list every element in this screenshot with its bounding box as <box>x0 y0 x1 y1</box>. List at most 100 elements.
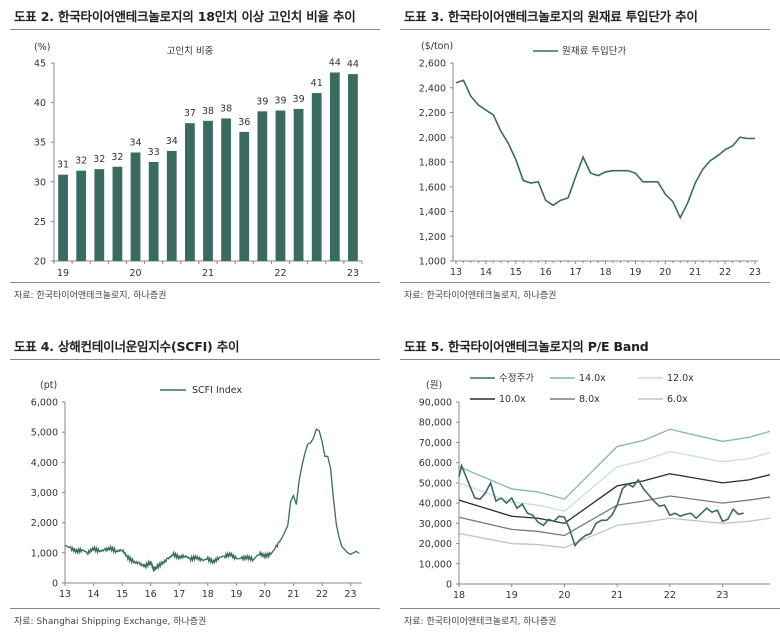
source-note: 자료: 한국타이어앤테크놀로지, 하나증권 <box>14 291 167 301</box>
x-tick-label: 20 <box>659 267 671 278</box>
line-chart: (pt) 0 1,000 2,000 3,000 4,000 5,000 6,000 13 14 1… <box>31 380 362 600</box>
legend-label: SCFI Index <box>192 385 242 396</box>
legend-label: 수정주가 <box>499 373 534 384</box>
y-tick-label: 50,000 <box>419 478 452 489</box>
x-tick-label: 22 <box>664 590 676 601</box>
series-line-adjusted-price <box>458 463 744 548</box>
data-label: 44 <box>329 58 341 69</box>
x-tick-label: 15 <box>510 267 522 278</box>
y-tick-label: 6,000 <box>31 398 58 409</box>
y-tick-label: 40 <box>34 98 46 109</box>
source-divider <box>10 282 380 283</box>
legend-label: 고인치 비중 <box>167 45 214 57</box>
y-tick-label: 1,000 <box>419 257 446 268</box>
panel-pe-band: 도표 5. 한국타이어앤테크놀로지의 P/E Band (원) 0 10,000 20… <box>400 330 780 632</box>
title-divider <box>400 29 770 30</box>
y-tick-label: 70,000 <box>419 438 452 449</box>
bar <box>203 120 213 261</box>
data-label: 32 <box>111 152 123 163</box>
x-tick-label: 20 <box>259 589 271 600</box>
bar <box>221 118 232 261</box>
x-tick-label: 20 <box>558 590 570 601</box>
bar <box>112 166 123 261</box>
x-tick-label: 19 <box>57 268 69 279</box>
x-tick-label: 18 <box>599 267 611 278</box>
data-label: 36 <box>238 117 250 128</box>
legend-label: 10.0x <box>499 394 526 405</box>
data-label: 34 <box>129 137 141 148</box>
data-label: 39 <box>293 94 305 105</box>
source-note: 자료: 한국타이어앤테크놀로지, 하나증권 <box>404 291 557 301</box>
y-tick-label: 4,000 <box>31 458 58 469</box>
y-tick-label: 20 <box>34 257 46 268</box>
x-tick-label: 23 <box>345 589 357 600</box>
chart-title: 도표 2. 한국타이어앤테크놀로지의 18인치 이상 고인치 비율 추이 <box>14 9 356 24</box>
x-tick-label: 16 <box>540 267 552 278</box>
panel-scfi: 도표 4. 상해컨테이너운임지수(SCFI) 추이 (pt) 0 1,000 2,00… <box>10 330 380 632</box>
data-label: 37 <box>184 108 196 119</box>
y-tick-label: 20,000 <box>419 539 452 550</box>
y-tick-label: 5,000 <box>31 428 58 439</box>
bar <box>329 72 340 261</box>
data-label: 32 <box>93 154 105 165</box>
x-tick-label: 22 <box>274 268 286 279</box>
band-line-14x <box>458 428 771 500</box>
bar-chart: (%) 20 25 30 35 40 45 고인치 비중 31 32 32 32 34 33 34 37 38 3… <box>34 42 363 279</box>
x-tick-label: 21 <box>689 267 701 278</box>
y-tick-label: 30,000 <box>419 519 452 530</box>
data-label: 33 <box>148 147 160 158</box>
y-tick-label: 1,400 <box>419 207 446 218</box>
bar <box>311 93 322 261</box>
y-tick-label: 1,600 <box>419 182 446 193</box>
y-tick-label: 0 <box>52 579 58 590</box>
y-tick-label: 1,800 <box>419 158 446 169</box>
y-tick-label: 2,200 <box>419 108 446 119</box>
bar <box>257 111 268 261</box>
legend-label: 8.0x <box>579 394 600 405</box>
y-tick-label: 25 <box>34 217 46 228</box>
y-tick-label: 2,000 <box>419 133 446 144</box>
x-tick-label: 21 <box>202 268 214 279</box>
bar <box>58 174 68 261</box>
data-label: 31 <box>57 160 69 171</box>
y-tick-label: 1,200 <box>419 232 446 243</box>
data-label: 39 <box>274 96 286 107</box>
bar <box>275 110 286 262</box>
source-divider <box>400 608 780 609</box>
source-note: 자료: 한국타이어앤테크놀로지, 하나증권 <box>404 617 557 627</box>
source-divider <box>10 608 380 609</box>
data-label: 44 <box>347 59 359 70</box>
band-line-12x <box>458 450 771 512</box>
bar <box>148 162 159 261</box>
y-tick-label: 80,000 <box>419 418 452 429</box>
title-divider <box>10 359 380 360</box>
y-axis-unit: (원) <box>426 380 442 391</box>
x-tick-label: 17 <box>570 267 582 278</box>
x-tick-label: 20 <box>129 268 141 279</box>
x-tick-label: 16 <box>145 589 157 600</box>
band-line-8x <box>458 495 771 537</box>
panel-high-inch-ratio: 도표 2. 한국타이어앤테크놀로지의 18인치 이상 고인치 비율 추이 (%)… <box>10 0 380 310</box>
y-tick-label: 40,000 <box>419 499 452 510</box>
title-divider <box>10 29 380 30</box>
x-tick-label: 23 <box>717 590 729 601</box>
y-tick-label: 45 <box>34 59 46 70</box>
chart-title: 도표 5. 한국타이어앤테크놀로지의 P/E Band <box>404 339 649 354</box>
x-tick-label: 18 <box>202 589 214 600</box>
bar <box>130 152 141 261</box>
y-tick-label: 10,000 <box>419 559 452 570</box>
data-label: 38 <box>220 103 232 114</box>
y-tick-label: 2,400 <box>419 83 446 94</box>
bar <box>348 74 358 261</box>
x-tick-label: 18 <box>453 590 465 601</box>
y-tick-label: 0 <box>446 580 452 591</box>
y-tick-label: 35 <box>34 138 46 149</box>
line-chart: ($/ton) 1,000 1,200 1,400 1,600 1,800 2,000 2,2… <box>419 41 761 278</box>
title-divider <box>400 359 780 360</box>
bar <box>239 131 250 261</box>
y-axis-unit: ($/ton) <box>421 41 453 52</box>
legend-label: 원재료 투입단가 <box>562 45 626 57</box>
data-label: 41 <box>311 78 323 89</box>
line-chart: (원) 0 10,000 20,000 30,000 40,000 50,000 60,000… <box>419 373 771 601</box>
y-tick-label: 2,000 <box>31 518 58 529</box>
